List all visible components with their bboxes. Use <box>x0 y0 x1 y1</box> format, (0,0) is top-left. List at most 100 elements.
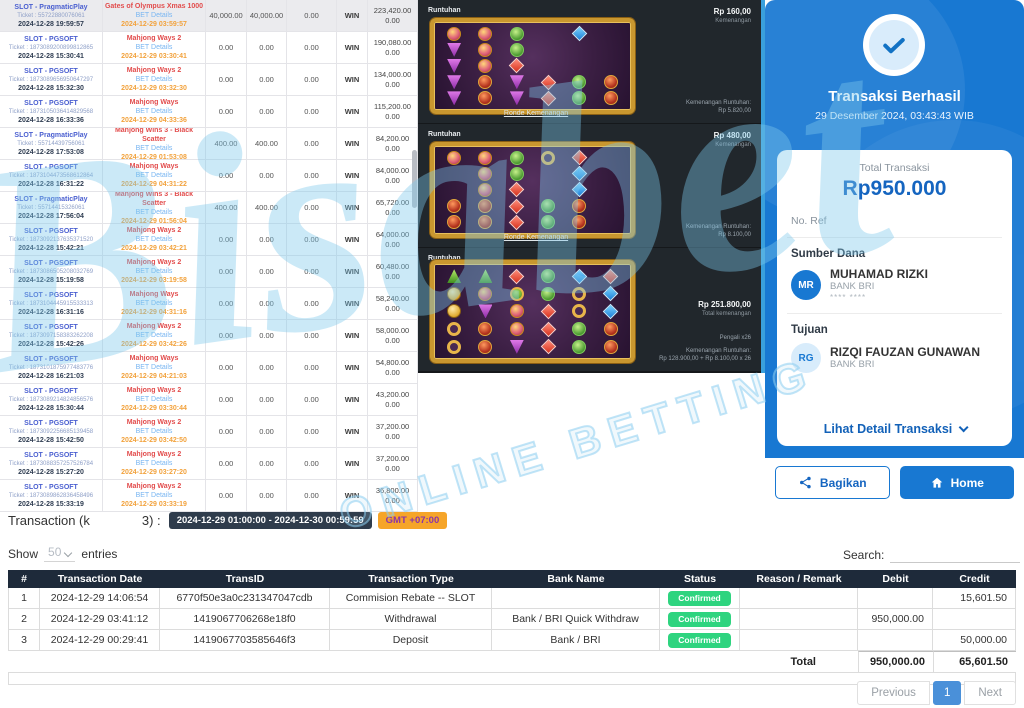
destination-avatar: RG <box>791 343 821 373</box>
game-name: Mahjong Wins 3 - Black Scatter <box>114 192 194 207</box>
previous-page-button[interactable]: Previous <box>857 681 930 705</box>
win-amount-block: Rp 480,00 Kemenangan <box>714 131 751 149</box>
bet-details-link[interactable]: BET Details <box>135 300 173 307</box>
game-name: Mahjong Ways <box>129 99 179 106</box>
row-number: 3 <box>8 630 40 650</box>
home-button[interactable]: Home <box>899 466 1014 499</box>
reason-remark <box>740 630 858 650</box>
bet-details-link[interactable]: BET Details <box>135 268 173 275</box>
next-page-button[interactable]: Next <box>964 681 1016 705</box>
settled-date: 2024-12-29 04:21:03 <box>121 373 187 380</box>
win-amount: 64,000.00 <box>375 229 410 239</box>
receipt-title: Transaksi Berhasil <box>828 88 961 105</box>
board-cell <box>564 215 594 230</box>
win-round-link[interactable]: Ronde Kemenangan <box>503 234 569 241</box>
symbol-tp-icon <box>478 304 493 319</box>
bet-details-link[interactable]: BET Details <box>135 492 173 499</box>
valid-bet-amount: 0.00 <box>247 320 287 351</box>
game-name: Mahjong Ways <box>129 355 179 362</box>
placed-date: 2024-12-28 15:32:30 <box>18 84 84 92</box>
board-cell <box>596 338 626 355</box>
game-name: Mahjong Ways <box>129 163 179 170</box>
board-cell <box>596 182 626 197</box>
bet-amount: 0.00 <box>206 224 247 255</box>
settled-date: 2024-12-29 03:32:30 <box>121 85 187 92</box>
bet-row: SLOT - PragmaticPlay Ticket : 55714439756… <box>0 128 417 160</box>
win-round-link[interactable]: Ronde Kemenangan <box>503 110 569 117</box>
win-amount-cell: 37,200.00 0.00 <box>368 448 417 479</box>
symbol-gb-icon <box>603 286 619 302</box>
symbol-ob-icon <box>572 91 587 106</box>
ticket-number: Ticket : 1873089214824856576 <box>8 396 94 403</box>
bet-details-link[interactable]: BET Details <box>135 332 173 339</box>
symbol-gr-icon <box>509 182 525 198</box>
date-range-badge[interactable]: 2024-12-29 01:00:00 - 2024-12-30 00:59:5… <box>168 511 372 529</box>
ticket-number: Ticket : 1873104473568612864 <box>8 172 94 179</box>
bet-details-link[interactable]: BET Details <box>135 44 173 51</box>
placed-date: 2024-12-28 16:31:16 <box>18 308 84 316</box>
bet-info-cell: SLOT - PGSOFT Ticket : 187308835725752678… <box>0 448 103 479</box>
symbol-po-icon <box>447 215 462 230</box>
share-button[interactable]: Bagikan <box>775 466 890 499</box>
provider-label: SLOT - PragmaticPlay <box>14 195 88 203</box>
symbol-ob-icon <box>541 286 556 301</box>
board-cell <box>502 42 532 57</box>
win-status: WIN <box>337 224 368 255</box>
bet-amount: 0.00 <box>206 32 247 63</box>
detail-transaction-link[interactable]: Lihat Detail Transaksi <box>777 422 1012 436</box>
game-name: Mahjong Ways 2 <box>126 419 182 426</box>
win-amount-secondary: 0.00 <box>385 239 400 249</box>
board-cell <box>502 150 532 165</box>
board-cell <box>502 166 532 181</box>
bet-details-link[interactable]: BET Details <box>135 108 173 115</box>
bet-info-cell: SLOT - PGSOFT Ticket : 187310444591553331… <box>0 288 103 319</box>
board-cell <box>564 149 594 166</box>
entries-select[interactable]: 50 <box>44 545 76 562</box>
bet-details-link[interactable]: BET Details <box>135 460 173 467</box>
bet-details-link[interactable]: BET Details <box>135 12 173 19</box>
slot-board <box>430 142 635 238</box>
board-cell <box>439 268 469 285</box>
board-cell <box>596 58 626 73</box>
bet-details-link[interactable]: BET Details <box>135 208 173 216</box>
page-1-button[interactable]: 1 <box>932 681 962 705</box>
bet-details-link[interactable]: BET Details <box>135 76 173 83</box>
bet-details-link[interactable]: BET Details <box>135 236 173 243</box>
valid-bet-amount: 0.00 <box>247 352 287 383</box>
board-cell <box>564 268 594 285</box>
symbol-po-icon <box>603 91 618 106</box>
symbol-go-icon <box>447 286 462 301</box>
board-cell <box>596 42 626 57</box>
win-amount-cell: 223,420.00 0.00 <box>368 0 417 31</box>
search-input[interactable] <box>890 547 1021 563</box>
board-cell <box>533 321 563 338</box>
board-cell <box>564 166 594 182</box>
board-cell <box>564 58 594 73</box>
bet-amount: 0.00 <box>206 448 247 479</box>
win-amount: 115,200.00 <box>374 101 411 111</box>
column-header: Reason / Remark <box>756 573 842 585</box>
bet-details-link[interactable]: BET Details <box>135 364 173 371</box>
bet-details-link[interactable]: BET Details <box>135 428 173 435</box>
status-badge: Confirmed <box>668 632 731 648</box>
win-amount-cell: 64,000.00 0.00 <box>368 224 417 255</box>
valid-bet-amount: 400.00 <box>247 192 287 223</box>
settled-date: 2024-12-29 04:33:36 <box>121 117 187 124</box>
cascade-win-value: Rp 8.100,00 <box>718 232 751 238</box>
bet-details-link[interactable]: BET Details <box>135 144 173 152</box>
board-cell <box>439 199 469 214</box>
bet-details-link[interactable]: BET Details <box>135 396 173 403</box>
symbol-ob-icon <box>572 75 587 90</box>
bet-table-scrollbar-thumb[interactable] <box>412 150 417 208</box>
bet-row: SLOT - PGSOFT Ticket : 187310447356861286… <box>0 160 417 192</box>
bet-details-link[interactable]: BET Details <box>135 172 173 179</box>
source-avatar: MR <box>791 270 821 300</box>
symbol-co-icon <box>447 150 462 165</box>
transaction-type: Commision Rebate -- SLOT <box>330 588 492 608</box>
board-cell <box>596 321 626 338</box>
column-header: TransID <box>225 573 265 585</box>
board-cell <box>470 303 500 320</box>
game-info-cell: Mahjong Ways 2 BET Details 2024-12-29 03:3… <box>103 384 206 415</box>
transaction-type: Withdrawal <box>330 609 492 629</box>
win-amount-cell: 43,200.00 0.00 <box>368 384 417 415</box>
